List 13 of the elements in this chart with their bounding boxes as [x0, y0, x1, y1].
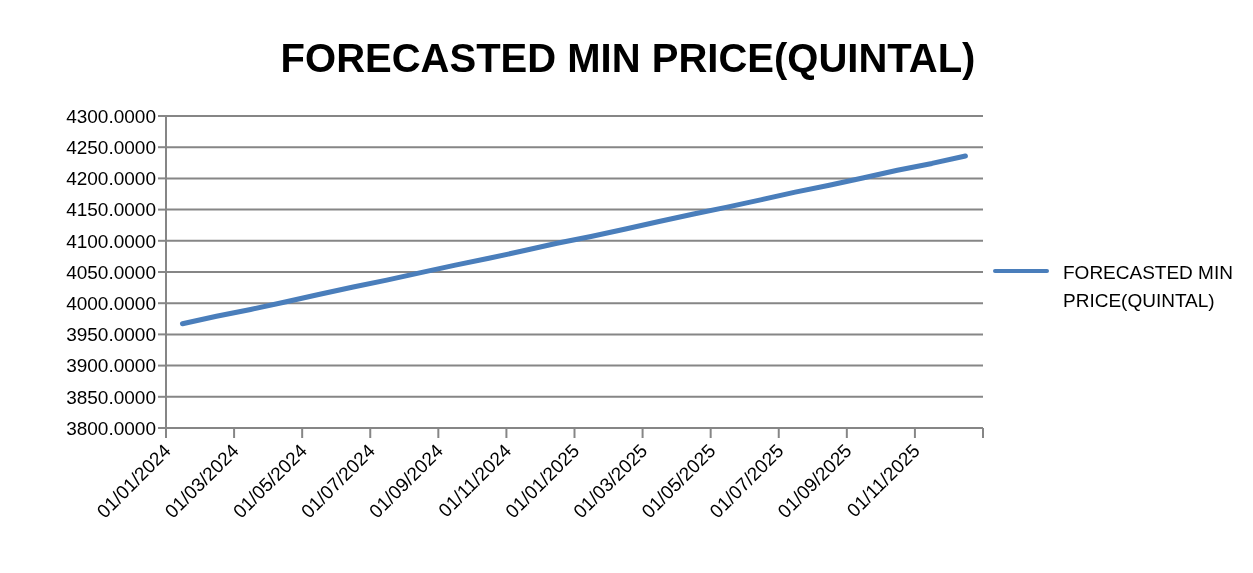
y-tick-label: 4150.0000: [66, 199, 156, 221]
chart-title: FORECASTED MIN PRICE(QUINTAL): [279, 36, 977, 81]
y-tick-label: 4000.0000: [66, 292, 156, 314]
y-tick-label: 4200.0000: [66, 168, 156, 190]
y-tick-label: 3850.0000: [66, 386, 156, 408]
y-tick-label: 3900.0000: [66, 355, 156, 377]
legend-label: FORECASTED MIN PRICE(QUINTAL): [1063, 260, 1234, 313]
y-tick-label: 4300.0000: [66, 105, 156, 127]
y-tick-label: 4250.0000: [66, 136, 156, 158]
y-tick-label: 4050.0000: [66, 261, 156, 283]
y-tick-label: 4100.0000: [66, 230, 156, 252]
y-tick-label: 3800.0000: [66, 417, 156, 439]
y-tick-label: 3950.0000: [66, 324, 156, 346]
